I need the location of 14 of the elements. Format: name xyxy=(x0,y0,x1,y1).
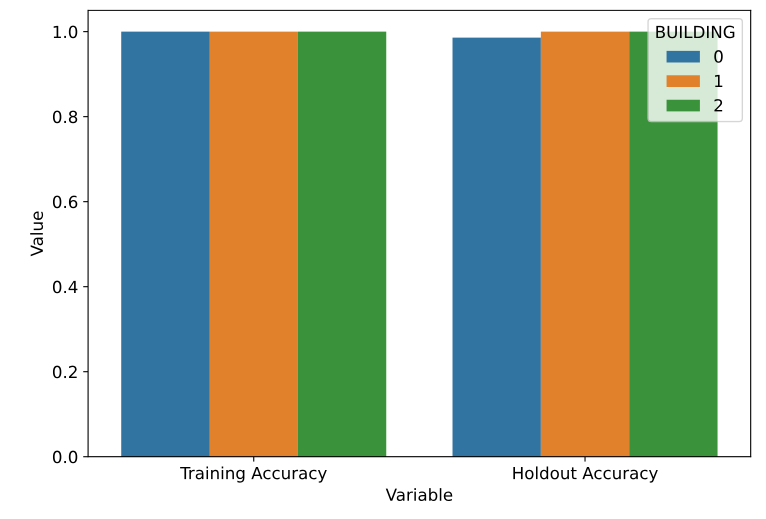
y-tick-label: 0.4 xyxy=(52,280,78,294)
y-tick-label: 0.0 xyxy=(52,450,78,464)
y-axis-title: Value xyxy=(30,212,44,256)
legend-label: 0 xyxy=(714,50,723,63)
legend-label: 1 xyxy=(715,74,722,87)
y-tick-label: 0.2 xyxy=(52,366,77,378)
y-tick-label: 0.8 xyxy=(52,110,78,124)
y-tick-label: 1.0 xyxy=(54,26,78,38)
y-tick-label: 0.6 xyxy=(52,196,78,208)
legend-title: BUILDING xyxy=(656,26,734,38)
x-tick-label: Training Accuracy xyxy=(180,466,327,483)
x-axis-title: Variable xyxy=(386,488,452,502)
x-tick-label: Holdout Accuracy xyxy=(513,466,658,483)
legend-label: 2 xyxy=(714,99,722,112)
